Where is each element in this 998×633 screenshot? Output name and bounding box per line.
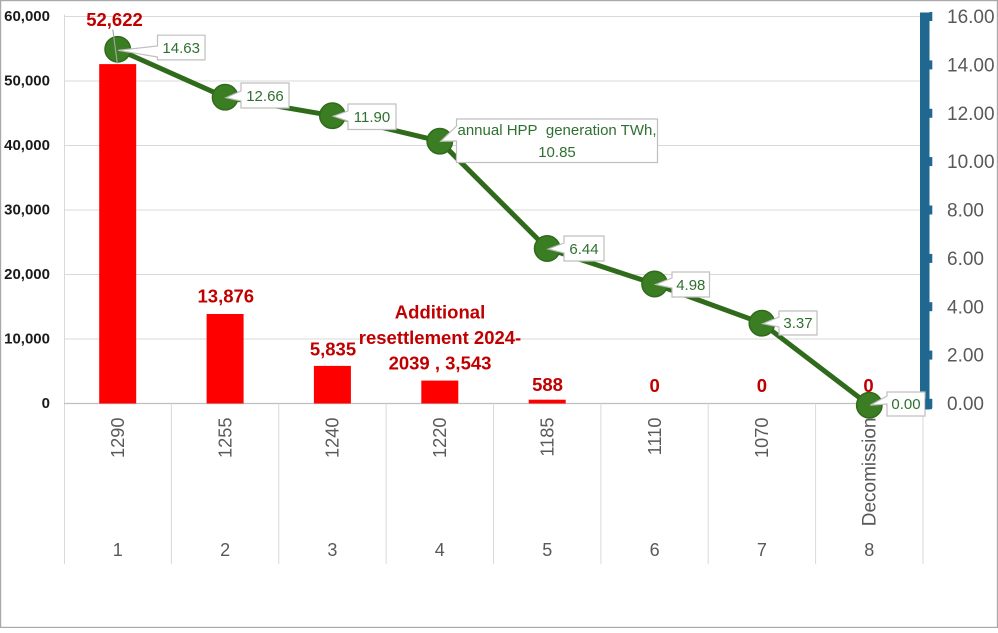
svg-text:1220: 1220	[430, 418, 450, 458]
svg-text:6.44: 6.44	[569, 241, 598, 258]
svg-text:2: 2	[220, 540, 230, 560]
svg-text:1290: 1290	[108, 418, 128, 458]
svg-text:52,622: 52,622	[86, 9, 143, 30]
svg-text:10.85: 10.85	[538, 144, 576, 161]
svg-text:10.00: 10.00	[947, 152, 995, 173]
svg-text:60,000: 60,000	[4, 8, 50, 25]
svg-text:588: 588	[532, 374, 563, 395]
svg-text:annual HPP generation TWh,: annual HPP generation TWh,	[457, 122, 656, 139]
svg-text:8.00: 8.00	[947, 201, 984, 222]
svg-text:13,876: 13,876	[198, 286, 255, 307]
svg-text:40,000: 40,000	[4, 137, 50, 154]
svg-text:16.00: 16.00	[947, 7, 995, 28]
svg-text:3: 3	[327, 540, 337, 560]
svg-text:0: 0	[42, 395, 50, 412]
svg-text:0.00: 0.00	[891, 396, 920, 413]
svg-text:1070: 1070	[752, 418, 772, 458]
svg-text:1: 1	[113, 540, 123, 560]
svg-text:12.00: 12.00	[947, 104, 995, 125]
svg-text:1255: 1255	[215, 418, 235, 458]
svg-text:Additional: Additional	[395, 302, 485, 323]
svg-text:7: 7	[757, 540, 767, 560]
svg-text:0.00: 0.00	[947, 394, 984, 415]
svg-text:0: 0	[863, 375, 873, 396]
svg-text:1185: 1185	[537, 418, 557, 457]
svg-text:10,000: 10,000	[4, 331, 50, 348]
svg-text:5: 5	[542, 540, 552, 560]
svg-text:8: 8	[864, 540, 874, 560]
svg-text:12.66: 12.66	[246, 88, 284, 105]
svg-text:11.90: 11.90	[354, 109, 390, 126]
svg-text:6: 6	[650, 540, 660, 560]
svg-text:14.00: 14.00	[947, 56, 995, 77]
svg-text:4.00: 4.00	[947, 297, 984, 318]
svg-text:4.98: 4.98	[676, 277, 705, 294]
svg-text:6.00: 6.00	[947, 249, 984, 270]
svg-text:0: 0	[757, 375, 767, 396]
svg-text:0: 0	[649, 375, 659, 396]
svg-text:3.37: 3.37	[783, 315, 812, 332]
svg-text:4: 4	[435, 540, 445, 560]
svg-text:50,000: 50,000	[4, 73, 50, 90]
svg-text:resettlement 2024-: resettlement 2024-	[359, 327, 521, 348]
svg-text:30,000: 30,000	[4, 202, 50, 219]
svg-text:20,000: 20,000	[4, 266, 50, 283]
svg-text:1110: 1110	[645, 418, 665, 456]
svg-text:Decomission: Decomission	[860, 418, 881, 527]
svg-text:2039 , 3,543: 2039 , 3,543	[389, 353, 492, 374]
svg-text:2.00: 2.00	[947, 346, 984, 367]
svg-text:14.63: 14.63	[162, 40, 200, 57]
svg-text:1240: 1240	[323, 418, 343, 458]
svg-text:5,835: 5,835	[310, 339, 356, 360]
